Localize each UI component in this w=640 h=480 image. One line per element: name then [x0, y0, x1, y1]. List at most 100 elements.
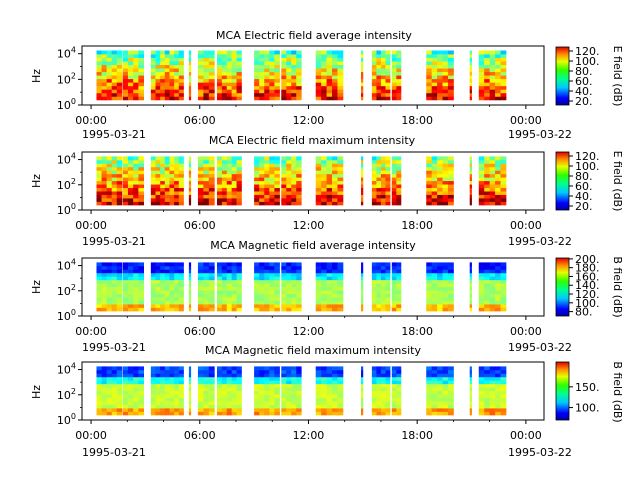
- spectrogram-cell: [442, 184, 449, 189]
- spectrogram-cell: [116, 75, 123, 80]
- colorbar-tick-label: 20.: [575, 95, 593, 108]
- spectrogram-cell: [332, 170, 338, 175]
- spectrogram-cell: [174, 71, 180, 76]
- spectrogram-cell: [264, 184, 270, 189]
- spectrogram-cell: [178, 71, 184, 76]
- spectrogram-cell: [116, 262, 123, 267]
- spectrogram-cell: [221, 173, 228, 178]
- spectrogram-cell: [264, 293, 270, 298]
- spectrogram-cell: [101, 366, 108, 371]
- spectrogram-cell: [269, 57, 275, 62]
- spectrogram-cell: [500, 401, 507, 405]
- spectrogram-cell: [160, 404, 166, 409]
- spectrogram-cell: [188, 191, 192, 195]
- spectrogram-cell: [101, 387, 108, 392]
- spectrogram-cell: [259, 78, 265, 83]
- spectrogram-cell: [326, 184, 333, 189]
- spectrogram-cell: [116, 173, 123, 178]
- spectrogram-cell: [221, 71, 228, 76]
- spectrogram-cell: [391, 159, 397, 164]
- spectrogram-cell: [269, 187, 275, 192]
- spectrogram-cell: [264, 170, 270, 175]
- spectrogram-cell: [371, 64, 377, 69]
- spectrogram-cell: [380, 411, 386, 416]
- spectrogram-cell: [133, 75, 139, 80]
- spectrogram-cell: [380, 177, 386, 182]
- spectrogram-cell: [361, 61, 364, 65]
- spectrogram-cell: [326, 404, 333, 409]
- spectrogram-cell: [495, 82, 501, 87]
- spectrogram-cell: [269, 156, 275, 161]
- spectrogram-cell: [226, 290, 233, 295]
- spectrogram-cell: [116, 187, 123, 192]
- spectrogram-cell: [447, 180, 454, 185]
- spectrogram-cell: [380, 50, 386, 55]
- spectrogram-cell: [469, 300, 472, 305]
- spectrogram-cell: [437, 272, 443, 277]
- spectrogram-cell: [326, 283, 333, 288]
- spectrogram-cell: [216, 290, 223, 295]
- spectrogram-cell: [254, 290, 260, 295]
- spectrogram-cell: [133, 304, 139, 308]
- spectrogram-cell: [208, 96, 215, 101]
- spectrogram-cell: [380, 75, 386, 80]
- spectrogram-cell: [231, 50, 237, 55]
- spectrogram-cell: [169, 166, 175, 171]
- spectrogram-cell: [264, 198, 270, 202]
- spectrogram-cell: [437, 300, 443, 305]
- spectrogram-cell: [178, 89, 184, 94]
- spectrogram-cell: [122, 293, 129, 298]
- spectrogram-cell: [116, 180, 123, 185]
- spectrogram-cell: [178, 184, 184, 189]
- spectrogram-cell: [337, 366, 344, 371]
- spectrogram-cell: [231, 376, 237, 381]
- spectrogram-cell: [500, 180, 507, 185]
- y-tick-exponent: 0: [71, 97, 76, 106]
- spectrogram-cell: [321, 89, 327, 94]
- spectrogram-cell: [447, 404, 454, 409]
- spectrogram-cell: [478, 180, 485, 185]
- spectrogram-cell: [326, 78, 333, 83]
- spectrogram-cell: [332, 293, 338, 298]
- spectrogram-cell: [236, 191, 242, 195]
- spectrogram-cell: [138, 411, 144, 416]
- spectrogram-cell: [236, 166, 242, 171]
- spectrogram-cell: [231, 75, 237, 80]
- spectrogram-cell: [226, 276, 233, 281]
- spectrogram-cell: [155, 265, 161, 270]
- spectrogram-cell: [226, 387, 233, 392]
- spectrogram-cell: [281, 369, 287, 374]
- spectrogram-cell: [133, 369, 139, 374]
- spectrogram-cell: [426, 78, 433, 83]
- spectrogram-cell: [321, 383, 327, 388]
- spectrogram-cell: [371, 184, 377, 189]
- spectrogram-cell: [203, 366, 210, 371]
- spectrogram-cell: [391, 304, 397, 308]
- spectrogram-cell: [469, 71, 472, 76]
- colorbar-label: E field (dB): [611, 151, 624, 212]
- spectrogram-cell: [489, 373, 496, 378]
- spectrogram-cell: [122, 194, 129, 199]
- spectrogram-cell: [391, 286, 397, 291]
- spectrogram-cell: [371, 269, 377, 274]
- spectrogram-cell: [380, 394, 386, 399]
- spectrogram-cell: [437, 82, 443, 87]
- spectrogram-cell: [337, 404, 344, 409]
- spectrogram-cell: [274, 82, 280, 87]
- spectrogram-cell: [197, 68, 204, 73]
- spectrogram-cell: [500, 394, 507, 399]
- spectrogram-cell: [361, 177, 364, 182]
- spectrogram-cell: [169, 272, 175, 277]
- spectrogram-cell: [160, 156, 166, 161]
- spectrogram-cell: [437, 173, 443, 178]
- spectrogram-cell: [216, 50, 223, 55]
- spectrogram-cell: [264, 300, 270, 305]
- spectrogram-cell: [101, 57, 108, 62]
- spectrogram-cell: [442, 383, 449, 388]
- spectrogram-cell: [332, 198, 338, 202]
- spectrogram-cell: [296, 383, 302, 388]
- spectrogram-cell: [391, 307, 397, 312]
- spectrogram-cell: [164, 82, 170, 87]
- spectrogram-cell: [254, 272, 260, 277]
- x-tick-label: 18:00: [401, 429, 433, 442]
